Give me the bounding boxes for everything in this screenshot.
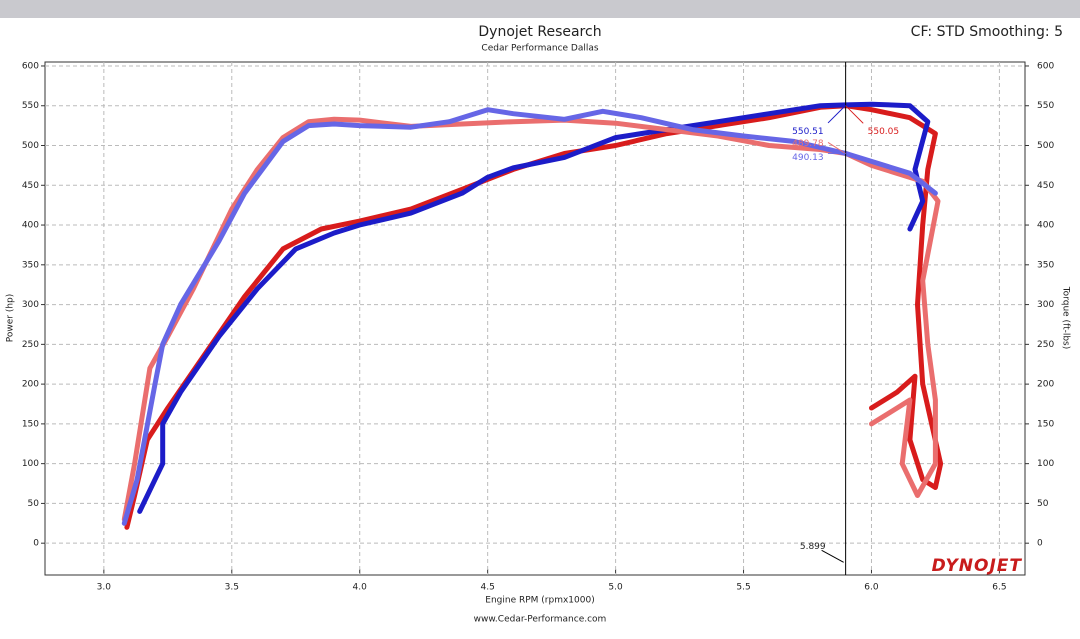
y2-tick-label: 50: [1037, 499, 1049, 509]
y-tick-label: 550: [22, 101, 39, 111]
cursor-arrow: [821, 549, 844, 563]
x-tick-label: 6.0: [864, 583, 879, 593]
x-tick-label: 6.5: [992, 583, 1006, 593]
y-tick-label: 50: [28, 499, 40, 509]
readout-label: 489.78: [792, 139, 824, 149]
x-axis-label: Engine RPM (rpmx1000): [485, 596, 594, 606]
y2-tick-label: 350: [1037, 260, 1054, 270]
y-tick-label: 0: [33, 539, 39, 549]
readout-label: 490.13: [792, 153, 824, 163]
y2-tick-label: 450: [1037, 181, 1054, 191]
y-tick-label: 300: [22, 300, 39, 310]
top-bar: [0, 0, 1080, 18]
x-tick-label: 4.5: [480, 583, 494, 593]
data-line: [124, 103, 944, 530]
y-tick-label: 150: [22, 419, 39, 429]
readout-arrow: [827, 142, 846, 155]
x-tick-label: 4.0: [353, 583, 368, 593]
y2-tick-label: 150: [1037, 419, 1054, 429]
y2-axis-label: Torque (ft-lbs): [1061, 286, 1071, 350]
y-tick-label: 500: [22, 141, 39, 151]
plot: 0 50 100 150 200 250 300 350 400 450 500 550 600 0 50 1…: [22, 61, 1055, 592]
y2-tick-label: 100: [1037, 459, 1054, 469]
plot-frame: [44, 61, 1026, 576]
y2-tick-label: 600: [1037, 61, 1054, 71]
cursor-label: 5.899: [800, 542, 826, 552]
y-tick-label: 350: [22, 260, 39, 270]
x-tick-label: 5.0: [608, 583, 623, 593]
readout-label: 550.05: [868, 127, 900, 137]
settings-text: CF: STD Smoothing: 5: [911, 24, 1063, 40]
data-line: [121, 116, 941, 522]
y2-tick-label: 400: [1037, 221, 1054, 231]
readout-arrow: [845, 105, 864, 124]
x-tick-label: 3.0: [97, 583, 112, 593]
y2-tick-label: 250: [1037, 340, 1054, 350]
x-tick-label: 3.5: [225, 583, 239, 593]
y-tick-label: 600: [22, 61, 39, 71]
x-tick-label: 5.5: [736, 583, 750, 593]
y-tick-label: 200: [22, 380, 39, 390]
y-tick-label: 450: [22, 181, 39, 191]
chart-title: Dynojet Research: [478, 24, 601, 40]
footer: www.Cedar-Performance.com: [474, 615, 607, 625]
logo: DYNOJET: [932, 556, 1023, 576]
y2-tick-label: 0: [1037, 539, 1043, 549]
y2-tick-label: 500: [1037, 141, 1054, 151]
y2-tick-label: 300: [1037, 300, 1054, 310]
y-tick-label: 400: [22, 221, 39, 231]
y2-tick-label: 550: [1037, 101, 1054, 111]
readout-arrow: [827, 104, 846, 124]
y-tick-label: 100: [22, 459, 39, 469]
readout-label: 550.51: [792, 127, 824, 137]
y-tick-label: 250: [22, 340, 39, 350]
y-axis-label: Power (hp): [6, 294, 16, 343]
data-line: [121, 107, 938, 526]
data-line: [137, 101, 931, 514]
chart-subtitle: Cedar Performance Dallas: [481, 44, 598, 54]
y2-tick-label: 200: [1037, 380, 1054, 390]
